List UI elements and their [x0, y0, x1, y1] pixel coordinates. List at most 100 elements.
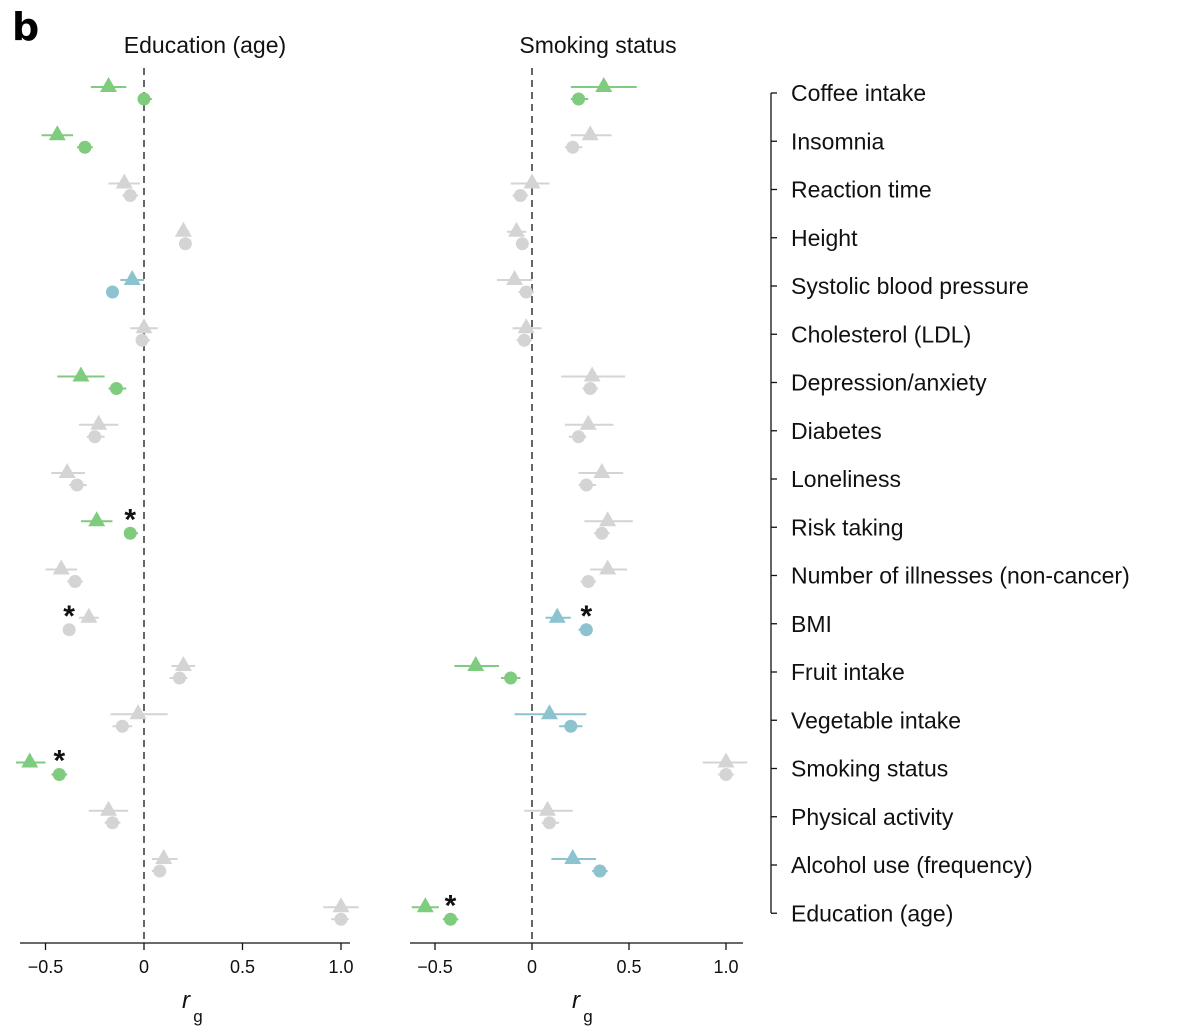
circle-marker [135, 333, 149, 347]
circle-marker [52, 768, 66, 781]
circle-marker [137, 92, 151, 106]
triangle-marker [21, 752, 39, 768]
circle-marker [515, 237, 529, 251]
circle-marker [153, 864, 167, 878]
trait-axis: Coffee intake Insomnia Reaction time Height… [770, 80, 1130, 926]
significance-star: * [580, 600, 592, 633]
circle-marker [172, 671, 186, 685]
x-axis-label: r [182, 987, 191, 1014]
circle-marker [513, 189, 527, 202]
significance-star: * [53, 745, 65, 778]
triangle-marker [599, 559, 617, 575]
trait-label: Number of illnesses (non-cancer) [791, 563, 1130, 589]
circle-marker [62, 623, 76, 637]
triangle-marker [88, 511, 106, 527]
x-tick-label: 0.5 [616, 957, 641, 977]
circle-marker [109, 382, 123, 395]
triangle-marker [416, 897, 434, 913]
circle-marker [123, 526, 137, 540]
triangle-marker [123, 270, 141, 285]
triangle-marker [174, 656, 192, 671]
triangle-marker [58, 463, 76, 478]
trait-label: Education (age) [791, 900, 953, 926]
trait-label: BMI [791, 611, 832, 637]
panel-title: Smoking status [519, 32, 676, 58]
triangle-marker [174, 221, 192, 237]
circle-marker [719, 768, 733, 781]
x-axis-label-subscript: g [193, 1007, 202, 1026]
circle-marker [517, 333, 531, 347]
circle-marker [444, 912, 458, 926]
triangle-marker [72, 366, 90, 382]
panel-label: b [12, 5, 39, 49]
panel-smoking-status: Smoking status r g −0.5 0 0.5 1.0 * * [410, 32, 748, 1026]
triangle-marker [593, 463, 611, 478]
circle-marker [572, 92, 586, 106]
trait-label: Vegetable intake [791, 707, 961, 733]
x-tick-label: 0.5 [230, 957, 255, 977]
circle-marker [595, 526, 609, 540]
circle-marker [70, 478, 84, 492]
triangle-marker [599, 511, 617, 527]
trait-label: Coffee intake [791, 80, 926, 106]
triangle-marker [100, 800, 118, 816]
triangle-marker [80, 607, 98, 623]
circle-marker [105, 285, 119, 299]
panel-education-age: Education (age) r g −0.5 0 0.5 1.0 * * * [15, 32, 359, 1026]
triangle-marker [506, 270, 524, 285]
trait-label: Insomnia [791, 128, 885, 154]
circle-marker [78, 140, 92, 154]
circle-marker [564, 719, 578, 733]
x-tick-label: −0.5 [417, 957, 453, 977]
trait-label: Smoking status [791, 756, 948, 782]
triangle-marker [548, 607, 566, 623]
x-tick-label: 0 [527, 957, 537, 977]
triangle-marker [155, 849, 173, 864]
triangle-marker [717, 752, 735, 768]
triangle-marker [467, 656, 485, 671]
trait-label: Systolic blood pressure [791, 273, 1029, 299]
x-tick-label: 1.0 [328, 957, 353, 977]
panel-title: Education (age) [124, 32, 286, 58]
significance-star: * [63, 600, 75, 633]
triangle-marker [595, 77, 613, 92]
x-tick-label: −0.5 [28, 957, 64, 977]
trait-label: Depression/anxiety [791, 370, 987, 396]
triangle-marker [100, 77, 118, 92]
circle-marker [105, 816, 119, 830]
triangle-marker [581, 125, 599, 141]
circle-marker [572, 430, 586, 444]
x-axis-label-subscript: g [583, 1007, 592, 1026]
significance-star: * [445, 889, 457, 922]
circle-marker [178, 237, 192, 251]
triangle-marker [540, 704, 558, 720]
x-axis-label: r [572, 987, 581, 1014]
circle-marker [583, 382, 597, 395]
trait-label: Risk taking [791, 514, 903, 540]
triangle-marker [539, 800, 557, 816]
circle-marker [542, 816, 556, 830]
triangle-marker [48, 125, 66, 141]
trait-label: Cholesterol (LDL) [791, 321, 971, 347]
triangle-marker [115, 173, 133, 189]
circle-marker [115, 719, 129, 733]
circle-marker [593, 864, 607, 878]
significance-star: * [124, 503, 136, 536]
trait-label: Diabetes [791, 418, 882, 444]
triangle-marker [332, 897, 350, 913]
trait-label: Fruit intake [791, 659, 905, 685]
trait-label: Loneliness [791, 466, 901, 492]
triangle-marker [579, 414, 597, 430]
circle-marker [334, 912, 348, 926]
triangle-marker [564, 849, 582, 864]
triangle-marker [507, 221, 525, 237]
x-tick-label: 0 [139, 957, 149, 977]
circle-marker [68, 575, 82, 588]
triangle-marker [90, 414, 108, 430]
triangle-marker [129, 704, 147, 720]
triangle-marker [583, 366, 601, 382]
triangle-marker [135, 318, 153, 334]
circle-marker [581, 575, 595, 588]
circle-marker [504, 671, 518, 685]
